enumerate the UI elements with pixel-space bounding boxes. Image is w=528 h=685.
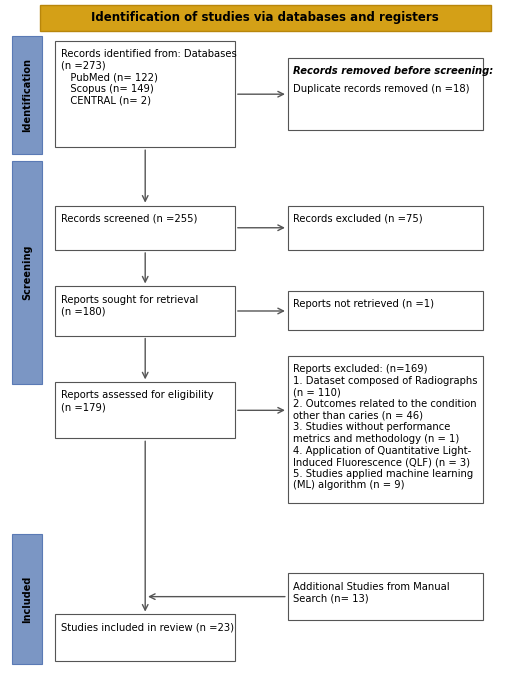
FancyBboxPatch shape — [40, 5, 491, 31]
FancyBboxPatch shape — [55, 286, 235, 336]
FancyBboxPatch shape — [55, 41, 235, 147]
Text: Identification: Identification — [22, 58, 32, 132]
Text: Included: Included — [22, 575, 32, 623]
FancyBboxPatch shape — [288, 356, 483, 503]
Text: Reports excluded: (n=169)
1. Dataset composed of Radiographs
(n = 110)
2. Outcom: Reports excluded: (n=169) 1. Dataset com… — [293, 364, 477, 490]
Text: Reports assessed for eligibility
(n =179): Reports assessed for eligibility (n =179… — [61, 390, 213, 412]
Text: Records identified from: Databases
(n =273)
   PubMed (n= 122)
   Scopus (n= 149: Records identified from: Databases (n =2… — [61, 49, 237, 105]
Text: Screening: Screening — [22, 245, 32, 300]
Text: Duplicate records removed (n =18): Duplicate records removed (n =18) — [293, 84, 469, 95]
FancyBboxPatch shape — [288, 58, 483, 130]
FancyBboxPatch shape — [288, 573, 483, 620]
Text: Reports not retrieved (n =1): Reports not retrieved (n =1) — [293, 299, 434, 310]
Text: Identification of studies via databases and registers: Identification of studies via databases … — [91, 12, 439, 24]
FancyBboxPatch shape — [12, 534, 42, 664]
FancyBboxPatch shape — [12, 36, 42, 154]
FancyBboxPatch shape — [55, 206, 235, 250]
FancyBboxPatch shape — [55, 382, 235, 438]
Text: Records removed before screening:: Records removed before screening: — [293, 66, 493, 77]
FancyBboxPatch shape — [12, 161, 42, 384]
FancyBboxPatch shape — [55, 614, 235, 661]
FancyBboxPatch shape — [288, 291, 483, 330]
Text: Records screened (n =255): Records screened (n =255) — [61, 214, 197, 224]
Text: Reports sought for retrieval
(n =180): Reports sought for retrieval (n =180) — [61, 295, 198, 316]
FancyBboxPatch shape — [288, 206, 483, 250]
Text: Records excluded (n =75): Records excluded (n =75) — [293, 214, 423, 224]
Text: Studies included in review (n =23): Studies included in review (n =23) — [61, 623, 234, 633]
Text: Additional Studies from Manual
Search (n= 13): Additional Studies from Manual Search (n… — [293, 582, 450, 603]
